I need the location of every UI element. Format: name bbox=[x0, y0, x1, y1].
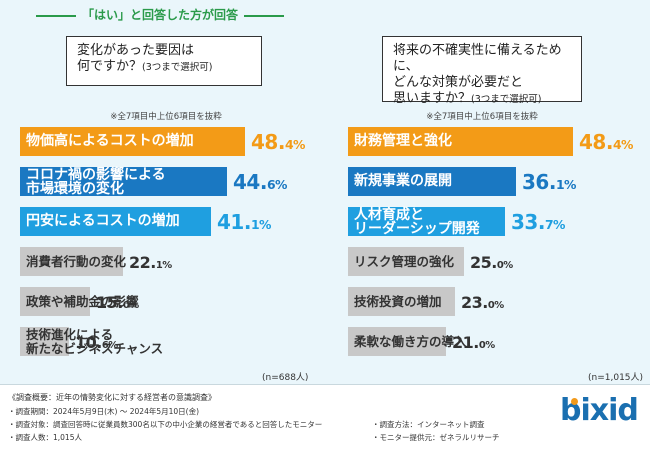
footer-target: ・調査対象：調査回答時に従業員数300名以下の中小企業の経営者であると回答したモ… bbox=[8, 420, 323, 429]
left-n-label: (n=688人) bbox=[262, 373, 309, 383]
chart0-value-3: 22.1% bbox=[129, 253, 172, 272]
chart0-bar-label-4: 政策や補助金の影響 bbox=[26, 294, 139, 309]
banner: 「はい」と回答した方が回答 bbox=[0, 6, 320, 23]
right-question-line1: 将来の不確実性に備えるために、 bbox=[393, 43, 562, 74]
chart1-bar-label-5: 柔軟な働き方の導入 bbox=[354, 334, 467, 349]
chart1-bar-4 bbox=[348, 287, 455, 316]
chart1-bar-0 bbox=[348, 127, 573, 156]
chart0-bar-0 bbox=[20, 127, 245, 156]
chart1-value-1: 36.1% bbox=[522, 170, 576, 194]
chart0-bar-label-5: 技術進化による 新たなビジネスチャンス bbox=[26, 327, 164, 356]
chart0-bar-5 bbox=[20, 327, 69, 356]
chart1-bar-5 bbox=[348, 327, 446, 356]
bixid-logo-dot bbox=[571, 398, 578, 405]
banner-text: 「はい」と回答した方が回答 bbox=[81, 8, 238, 22]
right-question-line2: どんな対策が必要だと bbox=[393, 75, 524, 90]
footer-method: ・調査方法：インターネット調査 bbox=[372, 420, 485, 429]
chart1-bar-label-4: 技術投資の増加 bbox=[354, 294, 442, 309]
chart0-bar-3 bbox=[20, 247, 123, 276]
chart0-bar-4 bbox=[20, 287, 90, 316]
chart1-bar-1 bbox=[348, 167, 516, 196]
chart0-bar-2 bbox=[20, 207, 211, 236]
right-n-label: (n=1,015人) bbox=[588, 373, 644, 383]
left-question-line1: 変化があった要因は bbox=[77, 43, 195, 58]
chart0-bar-label-1: コロナ禍の影響による 市場環境の変化 bbox=[26, 167, 166, 197]
footer-provider: ・モニター提供元：ゼネラルリサーチ bbox=[372, 433, 500, 442]
footer-count: ・調査人数：1,015人 bbox=[8, 433, 82, 442]
banner-line-left bbox=[35, 14, 76, 17]
chart0-value-4: 15.0% bbox=[96, 293, 139, 312]
left-note: ※全7項目中上位6項目を抜粋 bbox=[110, 112, 222, 122]
chart0-value-2: 41.1% bbox=[217, 210, 271, 234]
chart1-bar-label-2: 人材育成と リーダーシップ開発 bbox=[354, 207, 480, 237]
chart0-bar-label-3: 消費者行動の変化 bbox=[26, 254, 127, 269]
footer-title: 《調査概要：近年の情勢変化に対する経営者の意識調査》 bbox=[8, 393, 216, 402]
banner-line-right bbox=[244, 14, 284, 17]
chart0-bar-1 bbox=[20, 167, 227, 196]
left-question-box: 変化があった要因は 何ですか？(3つまで選択可) bbox=[66, 36, 262, 86]
footer-period: ・調査期間：2024年5月9日(木) 〜 2024年5月10日(金) bbox=[8, 407, 200, 416]
chart1-bar-label-0: 財務管理と強化 bbox=[354, 133, 452, 149]
chart0-bar-label-2: 円安によるコストの増加 bbox=[26, 213, 180, 229]
chart1-value-0: 48.4% bbox=[579, 130, 633, 154]
chart0-value-5: 10.6% bbox=[75, 333, 118, 352]
chart1-bar-3 bbox=[348, 247, 464, 276]
right-question-box: 将来の不確実性に備えるために、 どんな対策が必要だと 思いますか？(3つまで選択… bbox=[382, 36, 582, 106]
right-question-line3: 思いますか？ bbox=[393, 91, 472, 106]
right-note: ※全7項目中上位6項目を抜粋 bbox=[426, 112, 538, 122]
chart1-value-2: 33.7% bbox=[511, 210, 565, 234]
left-question-line2: 何ですか？ bbox=[77, 59, 143, 74]
chart0-value-1: 44.6% bbox=[233, 170, 287, 194]
chart1-value-3: 25.0% bbox=[470, 253, 513, 272]
chart1-bar-label-3: リスク管理の強化 bbox=[354, 254, 455, 269]
footer bbox=[0, 384, 650, 451]
left-question-suffix: (3つまで選択可) bbox=[142, 62, 213, 73]
chart1-bar-label-1: 新規事業の展開 bbox=[354, 173, 452, 189]
chart0-value-0: 48.4% bbox=[251, 130, 305, 154]
chart0-bar-label-0: 物価高によるコストの増加 bbox=[26, 133, 194, 149]
chart1-value-5: 21.0% bbox=[452, 333, 495, 352]
chart1-value-4: 23.0% bbox=[461, 293, 504, 312]
right-question-suffix: (3つまで選択可) bbox=[471, 94, 542, 105]
chart1-bar-2 bbox=[348, 207, 505, 236]
